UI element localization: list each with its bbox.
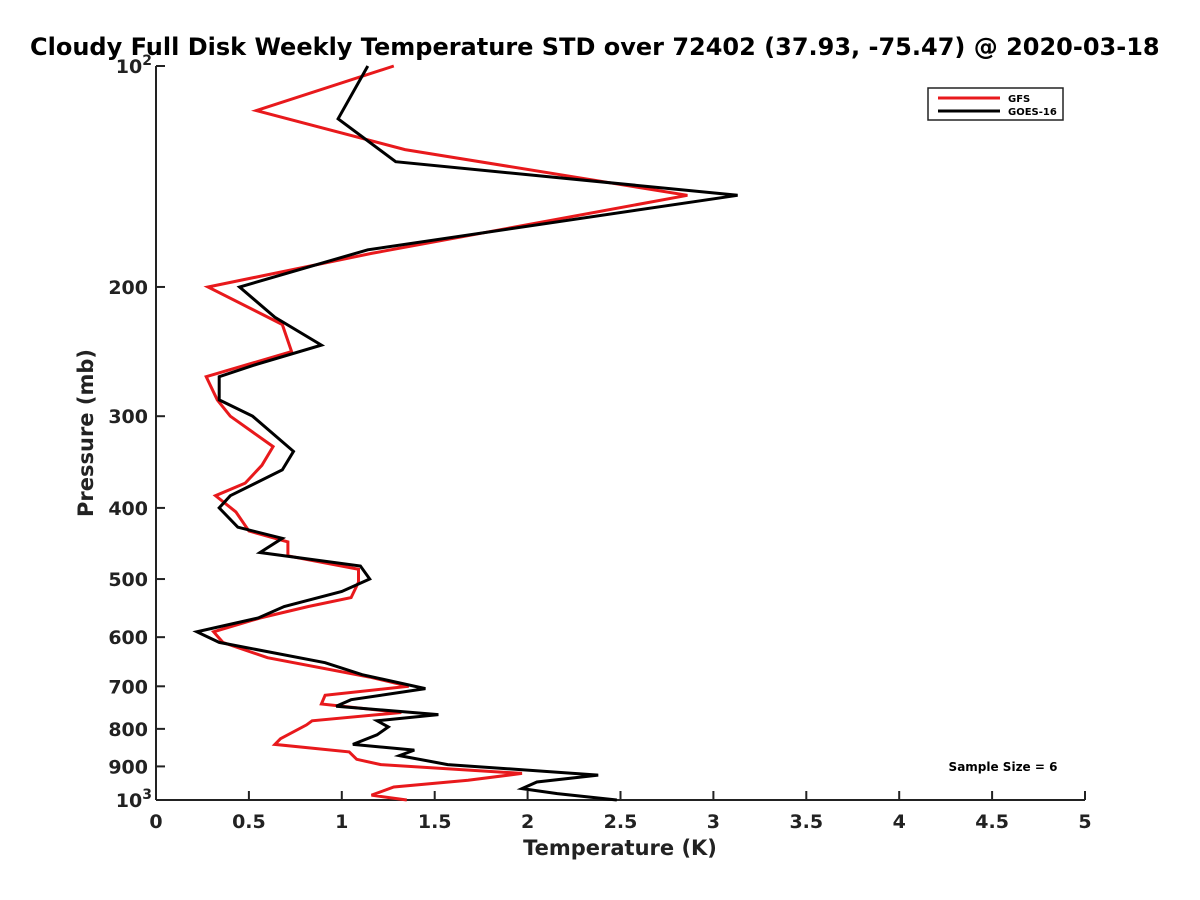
y-tick-label: 102 bbox=[116, 53, 152, 78]
series-line-goes-16 bbox=[192, 65, 738, 802]
y-tick-label: 103 bbox=[116, 787, 152, 812]
x-tick-label: 0.5 bbox=[232, 811, 266, 833]
sample-size-annotation: Sample Size = 6 bbox=[949, 760, 1058, 774]
legend-label: GFS bbox=[1008, 94, 1030, 105]
x-tick-label: 4.5 bbox=[975, 811, 1009, 833]
x-tick-label: 5 bbox=[1078, 811, 1091, 833]
x-tick-label: 2.5 bbox=[604, 811, 638, 833]
y-tick-label: 600 bbox=[108, 627, 148, 649]
series-line-gfs bbox=[203, 64, 688, 802]
x-tick-label: 1 bbox=[335, 811, 348, 833]
x-tick-label: 4 bbox=[893, 811, 906, 833]
x-tick-label: 2 bbox=[521, 811, 534, 833]
y-tick-label: 800 bbox=[108, 719, 148, 741]
chart-title: Cloudy Full Disk Weekly Temperature STD … bbox=[30, 33, 1160, 61]
x-tick-label: 3 bbox=[707, 811, 720, 833]
x-axis-label: Temperature (K) bbox=[523, 836, 717, 860]
y-tick-label: 900 bbox=[108, 756, 148, 778]
y-tick-label: 700 bbox=[108, 676, 148, 698]
x-tick-label: 1.5 bbox=[418, 811, 452, 833]
x-axis: 0 0.5 1 1.5 2 2.5 3 3.5 4 4.5 5 bbox=[149, 791, 1092, 833]
legend-box bbox=[927, 87, 1064, 121]
y-axis-label: Pressure (mb) bbox=[74, 349, 98, 517]
y-tick-label: 300 bbox=[108, 406, 148, 428]
y-tick-label: 200 bbox=[108, 277, 148, 299]
legend-label: GOES-16 bbox=[1008, 107, 1057, 118]
y-tick-label: 500 bbox=[108, 569, 148, 591]
y-axis: 102 200 300 400 500 600 700 800 900 103 bbox=[108, 53, 165, 812]
x-tick-label: 3.5 bbox=[789, 811, 823, 833]
legend: GFS GOES-16 bbox=[927, 87, 1064, 121]
x-tick-label: 0 bbox=[149, 811, 162, 833]
y-tick-label: 400 bbox=[108, 498, 148, 520]
series-layer bbox=[192, 64, 738, 802]
